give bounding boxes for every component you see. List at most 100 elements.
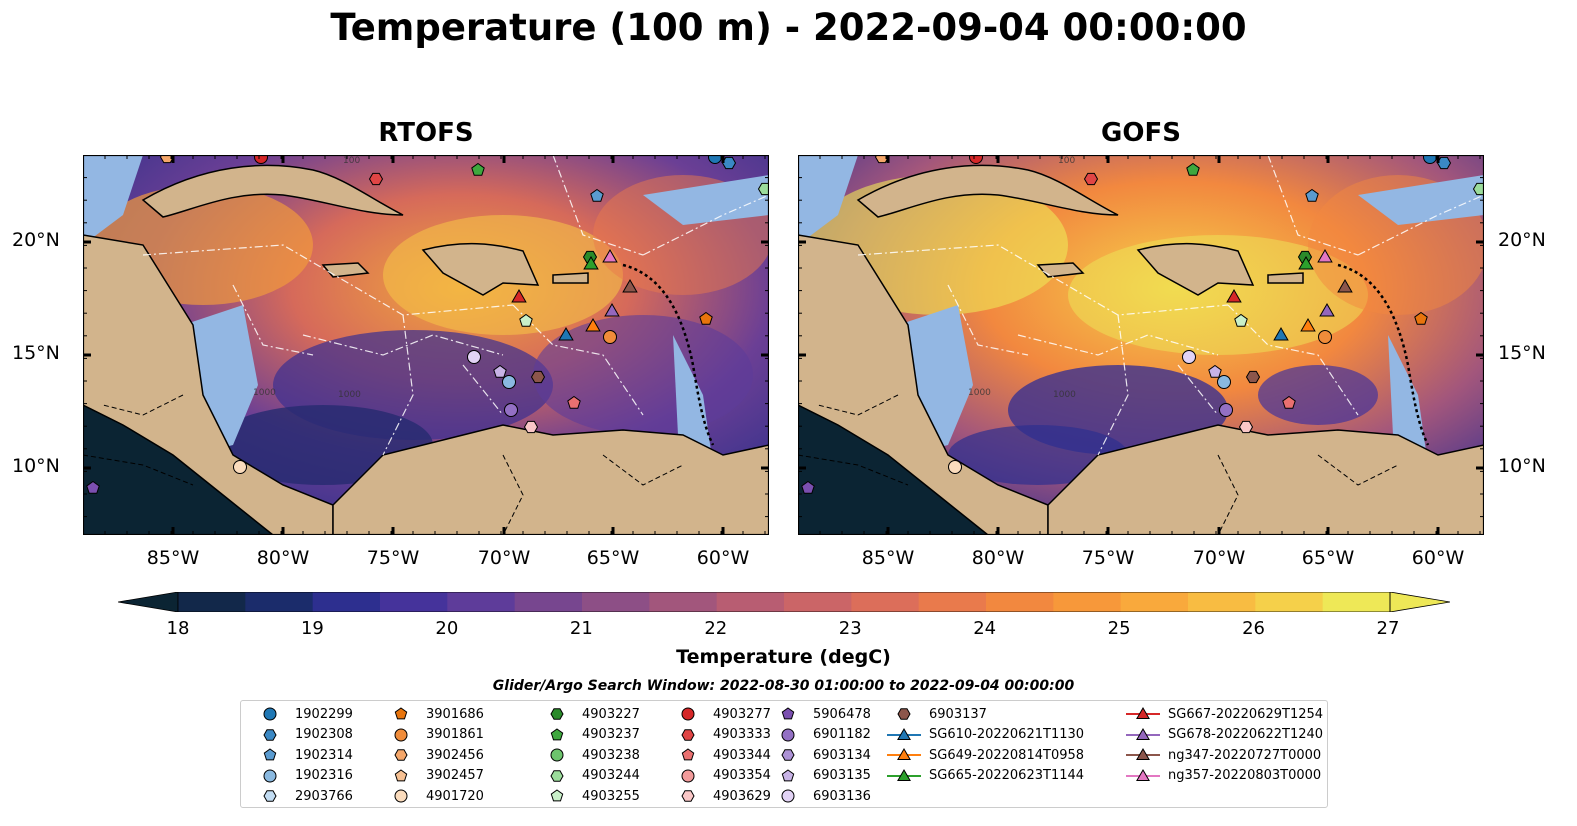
lon-label-60w-left: 60°W — [696, 547, 750, 569]
eez-boundary — [857, 244, 1229, 316]
argo-float-marker — [1186, 162, 1200, 176]
legend-label: SG678-20220622T1240 — [1168, 727, 1324, 742]
legend-item: 4903227 — [538, 705, 640, 723]
colorbar — [118, 592, 1450, 612]
legend-label: 1902316 — [295, 768, 353, 783]
legend-item: 4903237 — [538, 726, 640, 744]
triangle-icon — [1136, 768, 1150, 781]
pentagon-icon — [781, 768, 795, 781]
colorbar-segment — [582, 592, 650, 612]
colorbar-segment — [1188, 592, 1256, 612]
glider-line-icon — [887, 768, 921, 781]
legend-item: 6903134 — [769, 746, 871, 764]
legend-item: 1902308 — [251, 726, 353, 744]
triangle-icon — [1136, 707, 1150, 719]
lesser-antilles-arc — [622, 263, 715, 446]
hexagon-marker-icon — [550, 708, 564, 720]
legend-item: SG649-20220814T0958 — [885, 746, 1084, 764]
pentagon-marker-icon — [394, 768, 408, 781]
circle-icon — [781, 728, 795, 741]
lesser-antilles-arc — [1337, 263, 1430, 446]
argo-float-marker — [1423, 155, 1437, 164]
glider-marker — [1226, 288, 1242, 303]
argo-float-marker — [582, 250, 598, 264]
legend-item: SG667-20220629T1254 — [1124, 705, 1323, 723]
eez-boundary — [947, 284, 1029, 356]
legend-label: 6903137 — [929, 706, 987, 722]
isobath-label: 100 — [1058, 156, 1075, 166]
argo-float-marker — [1297, 250, 1313, 264]
legend-label: 4903333 — [713, 727, 771, 742]
eez-boundary — [1097, 314, 1129, 456]
legend-label: 3901861 — [426, 727, 484, 742]
legend: 1902299 1902308 1902314 1902316 2903766 39016… — [240, 700, 1328, 808]
map-ticks — [83, 155, 769, 535]
glider-marker — [511, 288, 527, 303]
isobath-label: 1000 — [968, 388, 991, 398]
legend-label: 4903344 — [713, 747, 771, 763]
legend-item: SG665-20220623T1144 — [885, 767, 1084, 785]
pentagon-icon — [394, 768, 408, 781]
pentagon-icon — [781, 707, 795, 720]
hexagon-icon — [681, 790, 695, 802]
colorbar-tick-label: 26 — [1242, 618, 1265, 639]
lat-label-20n-right: 20°N — [1498, 229, 1546, 251]
pentagon-icon — [681, 748, 695, 761]
isobath-label: 1000 — [338, 390, 361, 400]
glider-marker — [1273, 326, 1289, 341]
circle-icon — [781, 789, 795, 803]
legend-item: 4903238 — [538, 746, 640, 764]
legend-item: ng357-20220803T0000 — [1124, 767, 1321, 785]
argo-float-marker — [1318, 330, 1332, 344]
puerto-rico-land — [552, 272, 589, 284]
cuba-land — [856, 164, 1119, 218]
pentagon-marker-icon — [394, 707, 408, 720]
eez-boundary — [232, 284, 314, 356]
map-frame — [83, 155, 769, 535]
hexagon-icon — [394, 749, 408, 761]
eez-boundary — [1267, 155, 1359, 256]
argo-float-marker — [699, 311, 713, 325]
argo-float-marker — [1305, 188, 1319, 202]
country-border — [798, 454, 909, 486]
argo-float-marker — [368, 172, 384, 186]
pentagon-marker-icon — [781, 768, 795, 781]
lon-label-70w-left: 70°W — [477, 547, 531, 569]
lon-label-65w-left: 65°W — [586, 547, 640, 569]
legend-item: SG678-20220622T1240 — [1124, 726, 1323, 744]
glider-line-icon — [1126, 768, 1160, 781]
isobath-label: 100 — [343, 156, 360, 166]
colorbar-segment — [447, 592, 516, 612]
circle-icon — [394, 728, 408, 741]
argo-float-marker — [502, 375, 516, 389]
pentagon-icon — [394, 707, 408, 720]
legend-label: 4903277 — [713, 706, 771, 722]
figure-title: Temperature (100 m) - 2022-09-04 00:00:0… — [330, 6, 1247, 49]
colorbar-tick-label: 19 — [300, 618, 324, 639]
hispaniola-land — [421, 242, 540, 296]
colorbar-segment — [986, 592, 1054, 612]
argo-float-marker — [801, 480, 815, 494]
circle-marker-icon — [781, 789, 795, 803]
glider-marker — [585, 317, 601, 332]
legend-label: SG610-20220621T1130 — [929, 727, 1085, 742]
circle-marker-icon — [263, 707, 277, 721]
colorbar-segment — [245, 592, 314, 612]
argo-float-marker — [590, 188, 604, 202]
legend-item: ng347-20220727T0000 — [1124, 746, 1321, 764]
lon-label-75w-left: 75°W — [366, 547, 420, 569]
pentagon-marker-icon — [263, 748, 277, 761]
hexagon-marker-icon — [550, 769, 564, 782]
glider-line-icon — [1126, 748, 1160, 760]
shelf-water — [643, 175, 769, 225]
colorbar-segment — [1322, 592, 1391, 612]
glider-line-icon — [887, 748, 921, 760]
lon-label-85w-left: 85°W — [146, 547, 200, 569]
map-ticks — [798, 155, 1484, 535]
colorbar-segment — [649, 592, 718, 612]
jamaica-land — [321, 262, 370, 278]
legend-label: 1902299 — [295, 706, 353, 722]
legend-item: 4903354 — [669, 767, 771, 785]
argo-float-marker — [1219, 403, 1233, 417]
legend-label: 2903766 — [295, 788, 353, 804]
